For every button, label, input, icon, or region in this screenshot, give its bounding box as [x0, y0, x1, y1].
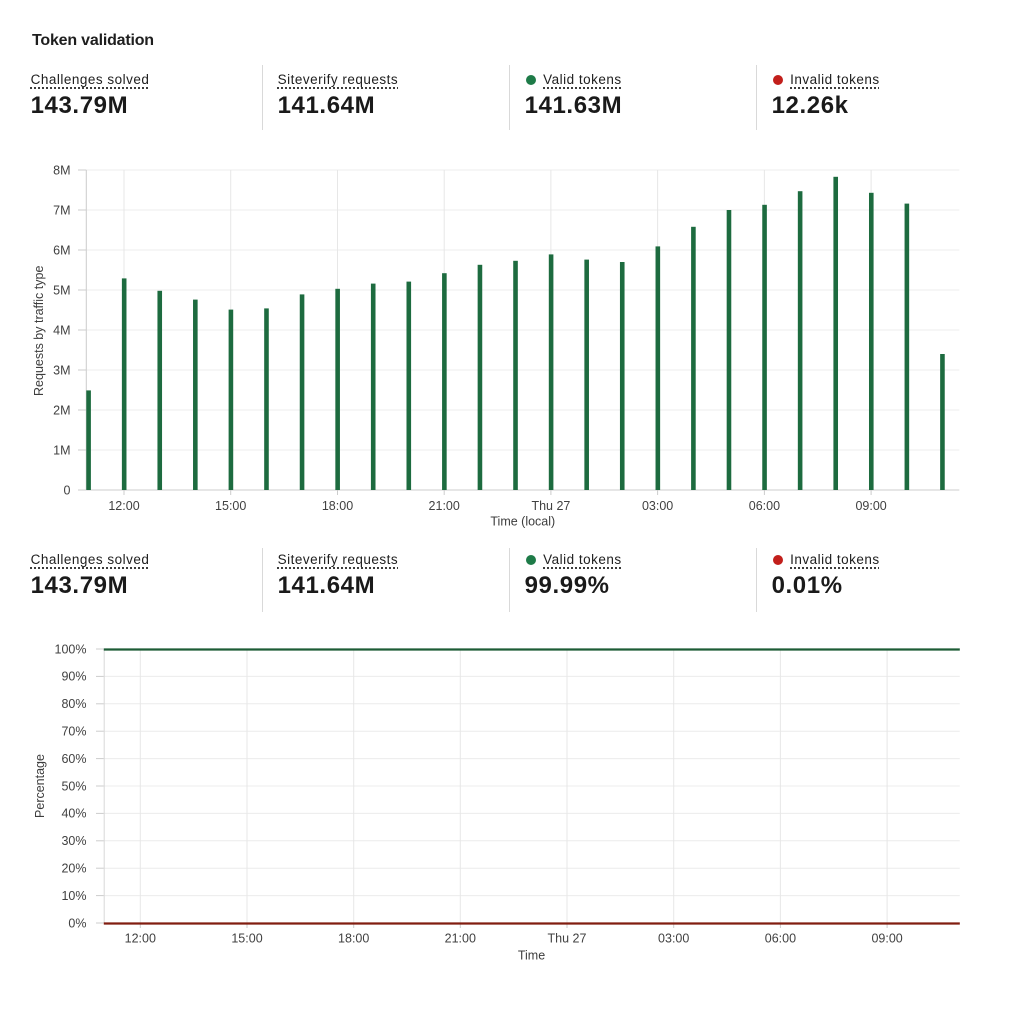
svg-text:7M: 7M [53, 204, 70, 218]
svg-text:10%: 10% [61, 889, 86, 903]
svg-text:5M: 5M [53, 284, 70, 298]
svg-text:15:00: 15:00 [215, 499, 246, 513]
svg-text:1M: 1M [53, 444, 70, 458]
svg-text:Time (local): Time (local) [490, 515, 555, 529]
svg-text:40%: 40% [61, 807, 86, 821]
svg-text:09:00: 09:00 [871, 932, 902, 946]
svg-text:06:00: 06:00 [749, 499, 780, 513]
svg-text:12:00: 12:00 [108, 499, 139, 513]
svg-text:50%: 50% [61, 779, 86, 793]
svg-text:Percentage: Percentage [33, 754, 47, 818]
svg-text:03:00: 03:00 [642, 499, 673, 513]
svg-text:8M: 8M [53, 164, 70, 178]
svg-text:6M: 6M [53, 244, 70, 258]
svg-text:03:00: 03:00 [658, 932, 689, 946]
svg-text:100%: 100% [55, 642, 87, 656]
svg-text:30%: 30% [61, 834, 86, 848]
svg-text:20%: 20% [61, 862, 86, 876]
svg-text:60%: 60% [61, 752, 86, 766]
svg-text:18:00: 18:00 [338, 932, 369, 946]
svg-text:21:00: 21:00 [445, 932, 476, 946]
svg-text:Requests by traffic type: Requests by traffic type [32, 266, 46, 396]
svg-text:09:00: 09:00 [855, 499, 886, 513]
svg-text:70%: 70% [61, 725, 86, 739]
svg-text:4M: 4M [53, 324, 70, 338]
svg-text:3M: 3M [53, 364, 70, 378]
svg-text:15:00: 15:00 [231, 932, 262, 946]
svg-text:Thu 27: Thu 27 [548, 932, 587, 946]
svg-text:06:00: 06:00 [765, 932, 796, 946]
svg-text:12:00: 12:00 [125, 932, 156, 946]
svg-text:21:00: 21:00 [429, 499, 460, 513]
svg-text:2M: 2M [53, 404, 70, 418]
svg-text:90%: 90% [61, 670, 86, 684]
svg-text:0: 0 [64, 484, 71, 498]
svg-text:0%: 0% [68, 916, 86, 930]
svg-text:80%: 80% [61, 697, 86, 711]
svg-text:18:00: 18:00 [322, 499, 353, 513]
svg-text:Time: Time [518, 948, 545, 962]
svg-text:Thu 27: Thu 27 [531, 499, 570, 513]
